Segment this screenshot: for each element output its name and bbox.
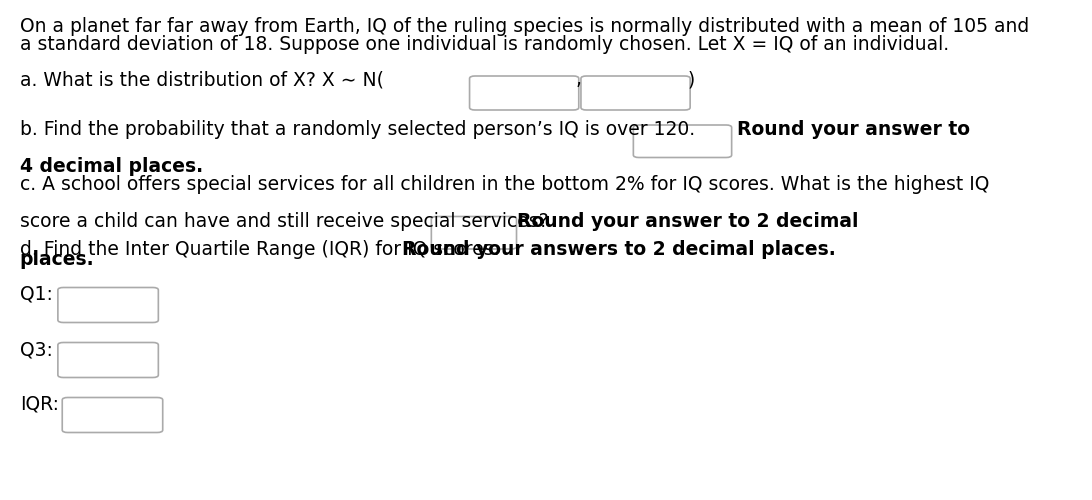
FancyBboxPatch shape: [470, 76, 579, 110]
Text: a. What is the distribution of X? X ∼ N(: a. What is the distribution of X? X ∼ N(: [20, 70, 383, 89]
Text: IQR:: IQR:: [20, 395, 59, 414]
Text: Q1:: Q1:: [20, 285, 52, 304]
FancyBboxPatch shape: [58, 342, 158, 378]
Text: On a planet far far away from Earth, IQ of the ruling species is normally distri: On a planet far far away from Earth, IQ …: [20, 18, 1029, 36]
Text: ): ): [688, 70, 696, 89]
Text: Round your answer to: Round your answer to: [737, 120, 970, 139]
FancyBboxPatch shape: [431, 216, 517, 249]
FancyBboxPatch shape: [581, 76, 690, 110]
Text: d. Find the Inter Quartile Range (IQR) for IQ scores.: d. Find the Inter Quartile Range (IQR) f…: [20, 240, 506, 259]
Text: Q3:: Q3:: [20, 340, 52, 359]
Text: score a child can have and still receive special services?: score a child can have and still receive…: [20, 212, 548, 232]
Text: c. A school offers special services for all children in the bottom 2% for IQ sco: c. A school offers special services for …: [20, 175, 989, 194]
Text: 4 decimal places.: 4 decimal places.: [20, 158, 203, 176]
Text: places.: places.: [20, 250, 94, 269]
Text: Round your answers to 2 decimal places.: Round your answers to 2 decimal places.: [402, 240, 835, 259]
Text: Round your answer to 2 decimal: Round your answer to 2 decimal: [517, 212, 858, 232]
FancyBboxPatch shape: [58, 288, 158, 322]
Text: ,: ,: [575, 70, 581, 89]
FancyBboxPatch shape: [62, 398, 163, 432]
Text: b. Find the probability that a randomly selected person’s IQ is over 120.: b. Find the probability that a randomly …: [20, 120, 695, 139]
FancyBboxPatch shape: [633, 125, 732, 158]
Text: a standard deviation of 18. Suppose one individual is randomly chosen. Let X = I: a standard deviation of 18. Suppose one …: [20, 35, 949, 54]
